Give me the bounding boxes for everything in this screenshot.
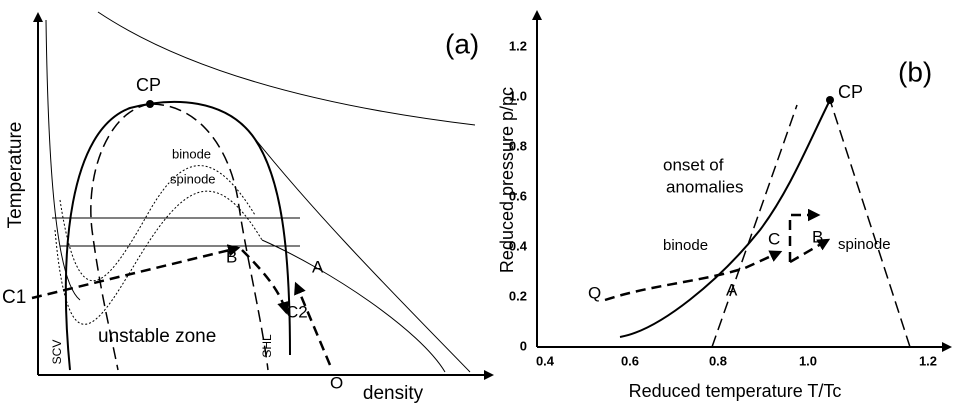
curve [261, 239, 446, 373]
axis-title: Reduced temperature T/Tc [629, 381, 842, 401]
critical-point [146, 100, 154, 108]
annotation: A [312, 257, 324, 276]
onset-line [711, 104, 798, 348]
annotation: anomalies [666, 177, 744, 196]
path-arrow [788, 208, 821, 262]
binode-curve [619, 99, 831, 338]
panel-label: (b) [898, 56, 932, 87]
x-tick-label: 1.2 [919, 353, 937, 368]
x-tick-label: 1.0 [799, 353, 817, 368]
annotation: CP [136, 75, 161, 95]
axis-title: Temperature [5, 122, 26, 229]
x-tick-label: 0.4 [536, 353, 555, 368]
panel-b [532, 10, 952, 352]
y-tick-label: 0.6 [509, 188, 527, 203]
path-arrow [294, 281, 332, 366]
y-tick-label: 1.0 [509, 88, 527, 103]
annotation: B [812, 227, 823, 246]
spinode-left [90, 103, 151, 371]
curve [251, 134, 471, 373]
annotation: onset of [663, 155, 724, 174]
annotation: A [726, 280, 738, 299]
path-arrow [789, 238, 831, 264]
path-arrow [31, 244, 241, 300]
y-tick-label: 0.4 [509, 238, 528, 253]
y-tick-label: 0.2 [509, 288, 527, 303]
annotation: B [226, 247, 237, 266]
axis-title: density [363, 383, 424, 404]
path-arrow [241, 249, 290, 315]
spinode-right [151, 103, 269, 371]
path-arrow [604, 250, 783, 302]
tie-line [52, 217, 300, 247]
annotation: CP [838, 82, 863, 102]
curve [45, 19, 81, 301]
annotation: binode [172, 146, 211, 161]
annotation: spinode [170, 171, 216, 186]
annotation: unstable zone [98, 326, 216, 347]
curve [97, 11, 476, 126]
panel-a [31, 11, 494, 380]
annotation: O [330, 373, 343, 392]
annotation: C2 [286, 302, 308, 321]
spinode-line [829, 99, 911, 348]
annotation: C1 [2, 287, 26, 308]
y-tick-label: 0 [520, 338, 527, 353]
x-tick-label: 0.8 [709, 353, 727, 368]
annotation: spinode [838, 236, 891, 253]
y-tick-label: 0.8 [509, 138, 527, 153]
panel-label: (a) [445, 28, 479, 59]
annotation: C [768, 229, 780, 248]
annotation: binode [663, 237, 708, 254]
binode-curve [64, 100, 291, 371]
x-tick-label: 0.6 [621, 353, 639, 368]
annotation: SHL [260, 334, 274, 358]
loop [59, 165, 256, 282]
annotation: Q [588, 283, 601, 302]
annotation: SCV [50, 340, 64, 365]
axis-title: Reduced pressure p/pc [497, 87, 517, 273]
y-tick-label: 1.2 [509, 38, 527, 53]
